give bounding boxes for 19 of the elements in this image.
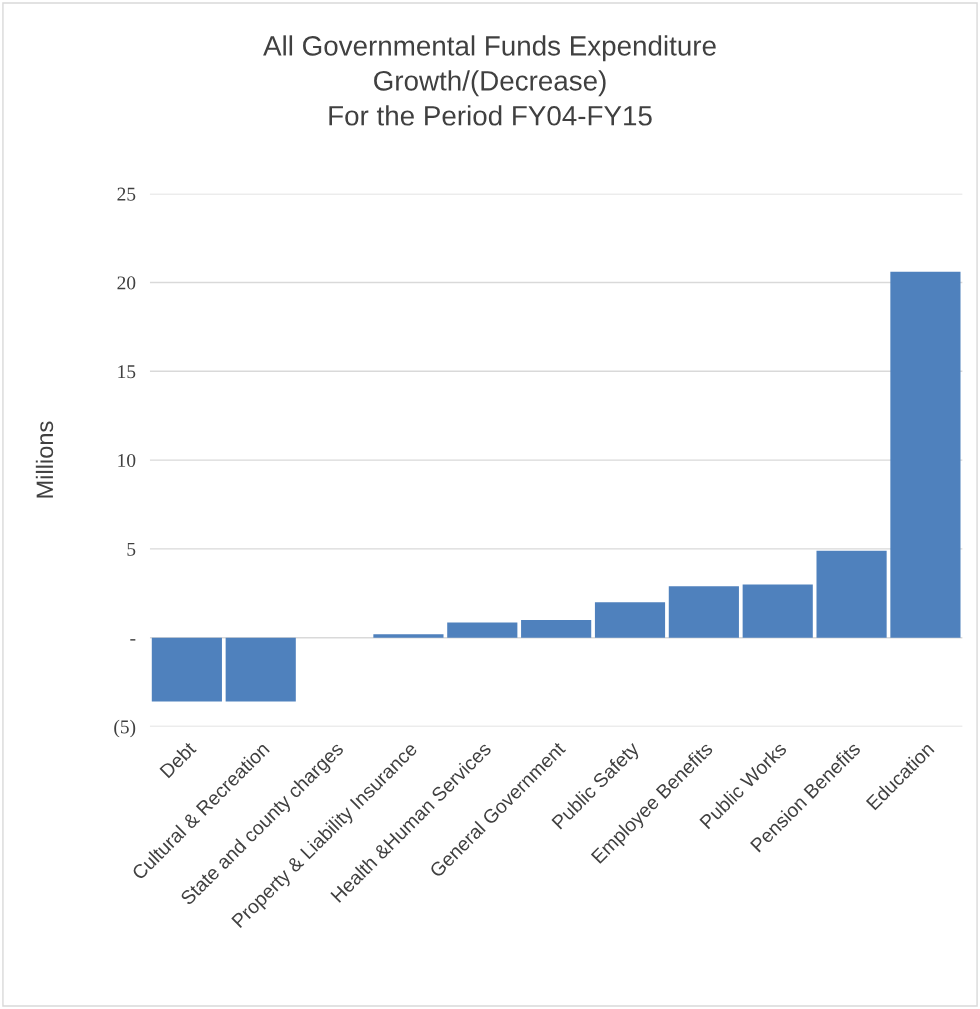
y-tick-label: 10	[118, 453, 136, 468]
y-tick-label: (5)	[114, 719, 136, 738]
y-tick-label: 5	[127, 542, 136, 556]
bar	[373, 634, 444, 638]
bar	[668, 586, 739, 638]
bar	[447, 622, 518, 638]
y-tick-label: -	[130, 639, 136, 641]
y-tick-label: 20	[117, 276, 136, 290]
bar	[521, 619, 592, 638]
bar	[890, 271, 961, 638]
bar	[225, 637, 296, 702]
bar	[594, 602, 666, 638]
y-tick-label: 15	[118, 365, 136, 379]
bar	[816, 550, 887, 638]
bar	[151, 637, 222, 702]
bar	[742, 584, 813, 638]
y-axis-title: Millions	[35, 421, 54, 498]
chart-title: All Governmental Funds Expenditure Growth/(Decrease) For the Period FY04-FY15	[263, 35, 716, 126]
y-tick-label: 25	[117, 187, 136, 201]
